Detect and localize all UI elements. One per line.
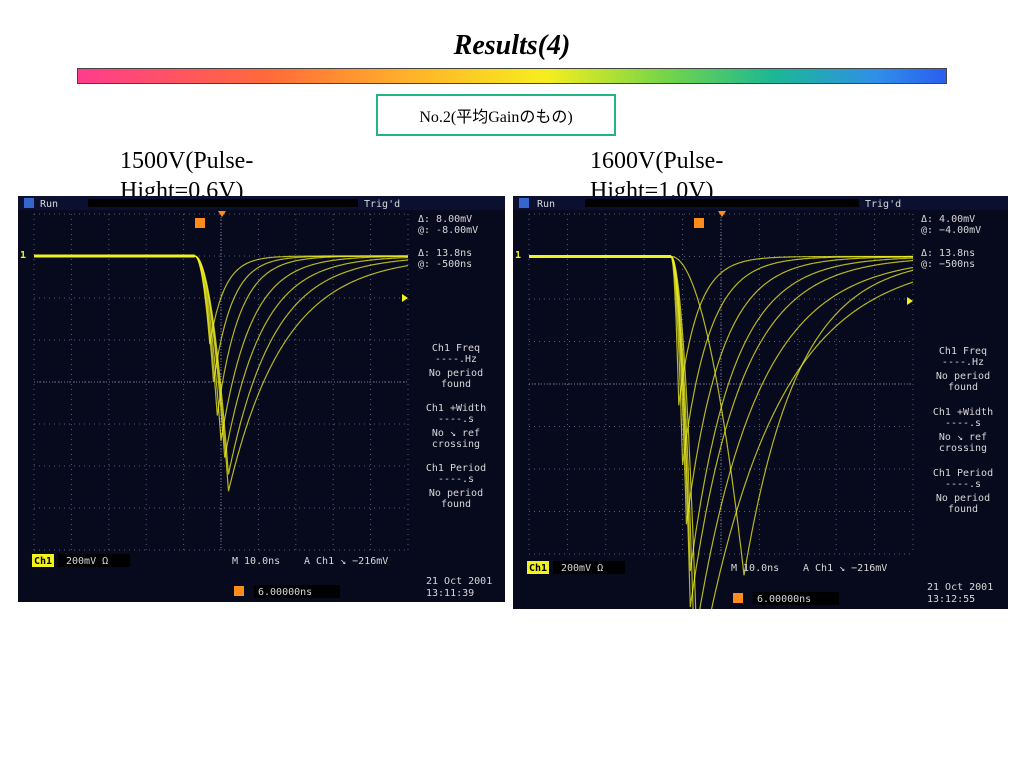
stat-freq-msg2: found bbox=[948, 382, 978, 393]
scope-svg-1: Run Trig'd 1 Δ: 8.00mV @: -8.00mV Δ: 13.… bbox=[18, 196, 505, 599]
stat-period-msg1: No period bbox=[936, 493, 990, 504]
trigger-setting: A Ch1 ↘ −216mV bbox=[304, 556, 388, 567]
record-bar bbox=[585, 199, 859, 207]
stat-period-value: ----.s bbox=[945, 479, 981, 490]
trigger-pos-value: 6.00000ns bbox=[757, 594, 811, 605]
stat-width-title: Ch1 +Width bbox=[933, 407, 993, 418]
trigger-pos-icon bbox=[234, 586, 244, 596]
scope-screenshot-1500v: Run Trig'd 1 Δ: 8.00mV @: -8.00mV Δ: 13.… bbox=[18, 196, 505, 602]
rainbow-bar bbox=[77, 68, 947, 84]
stat-period-msg1: No period bbox=[429, 488, 483, 499]
trigger-setting: A Ch1 ↘ −216mV bbox=[803, 563, 887, 574]
volts-div: 200mV Ω bbox=[561, 563, 603, 574]
stat-width-value: ----.s bbox=[945, 418, 981, 429]
trig-label: Trig'd bbox=[865, 199, 901, 210]
trigger-pos-value: 6.00000ns bbox=[258, 587, 312, 598]
scope-screenshot-1600v: Run Trig'd 1 Δ: 4.00mV @: −4.00mV Δ: 13.… bbox=[513, 196, 1008, 609]
stat-width-msg2: crossing bbox=[939, 443, 987, 454]
timebase: M 10.0ns bbox=[731, 563, 779, 574]
stat-period-title: Ch1 Period bbox=[426, 463, 486, 474]
ch1-badge-label: Ch1 bbox=[529, 563, 547, 574]
stat-period-title: Ch1 Period bbox=[933, 468, 993, 479]
trigger-position-icon bbox=[218, 211, 226, 217]
meas-delta-t: Δ: 13.8ns bbox=[418, 248, 472, 259]
timebase: M 10.0ns bbox=[232, 556, 280, 567]
meas-delta-v: Δ: 4.00mV bbox=[921, 214, 975, 225]
scope-svg-2: Run Trig'd 1 Δ: 4.00mV @: −4.00mV Δ: 13.… bbox=[513, 196, 1008, 609]
ch1-badge bbox=[32, 554, 54, 567]
ch1-marker-icon: 1 bbox=[515, 250, 521, 261]
ch1-badge-label: Ch1 bbox=[34, 556, 52, 567]
meas-delta-v: Δ: 8.00mV bbox=[418, 214, 472, 225]
graticule bbox=[528, 213, 914, 555]
stat-width-msg1: No ↘ ref bbox=[939, 432, 987, 443]
trigger-pos-box bbox=[254, 585, 340, 598]
time: 13:12:55 bbox=[927, 594, 975, 605]
waveform-traces bbox=[34, 254, 409, 492]
date: 21 Oct 2001 bbox=[426, 576, 492, 587]
trigger-pos-box bbox=[753, 592, 839, 605]
trig-label: Trig'd bbox=[364, 199, 400, 210]
meas-at-t: @: −500ns bbox=[921, 259, 975, 270]
trigger-position-icon bbox=[718, 211, 726, 217]
volts-div: 200mV Ω bbox=[66, 556, 108, 567]
run-indicator bbox=[24, 198, 34, 208]
trigger-pos-icon bbox=[733, 593, 743, 603]
trace-6 bbox=[34, 255, 409, 475]
stat-freq-msg2: found bbox=[441, 379, 471, 390]
meas-delta-t: Δ: 13.8ns bbox=[921, 248, 975, 259]
trigger-point-icon bbox=[195, 218, 205, 228]
stat-period-msg2: found bbox=[948, 504, 978, 515]
time: 13:11:39 bbox=[426, 588, 474, 599]
trigger-level-icon bbox=[402, 294, 408, 302]
trigger-point-icon bbox=[694, 218, 704, 228]
stat-period-value: ----.s bbox=[438, 474, 474, 485]
stat-freq-msg1: No period bbox=[429, 368, 483, 379]
left-voltage-label: 1500V(Pulse-Hight=0.6V) bbox=[120, 148, 254, 204]
trigger-level-icon bbox=[907, 297, 913, 305]
ch1-marker-icon: 1 bbox=[20, 250, 26, 261]
stat-width-msg2: crossing bbox=[432, 439, 480, 450]
ch1-badge bbox=[527, 561, 549, 574]
run-label: Run bbox=[537, 199, 555, 210]
stat-freq-title: Ch1 Freq bbox=[432, 343, 480, 354]
volts-box bbox=[58, 554, 130, 567]
volts-box bbox=[553, 561, 625, 574]
record-bar bbox=[88, 199, 358, 207]
page-title: Results(4) bbox=[453, 30, 571, 61]
stat-width-value: ----.s bbox=[438, 414, 474, 425]
stat-freq-title: Ch1 Freq bbox=[939, 346, 987, 357]
stat-width-msg1: No ↘ ref bbox=[432, 428, 480, 439]
run-indicator bbox=[519, 198, 529, 208]
stat-freq-value: ----.Hz bbox=[435, 354, 477, 365]
date: 21 Oct 2001 bbox=[927, 582, 993, 593]
stat-freq-value: ----.Hz bbox=[942, 357, 984, 368]
stat-width-title: Ch1 +Width bbox=[426, 403, 486, 414]
meas-at-v: @: −4.00mV bbox=[921, 225, 981, 236]
meas-at-v: @: -8.00mV bbox=[418, 225, 478, 236]
stat-period-msg2: found bbox=[441, 499, 471, 510]
meas-at-t: @: -500ns bbox=[418, 259, 472, 270]
waveform-traces bbox=[529, 255, 914, 609]
run-label: Run bbox=[40, 199, 58, 210]
note-box: No.2(平均Gainのもの) bbox=[376, 94, 616, 136]
stat-freq-msg1: No period bbox=[936, 371, 990, 382]
